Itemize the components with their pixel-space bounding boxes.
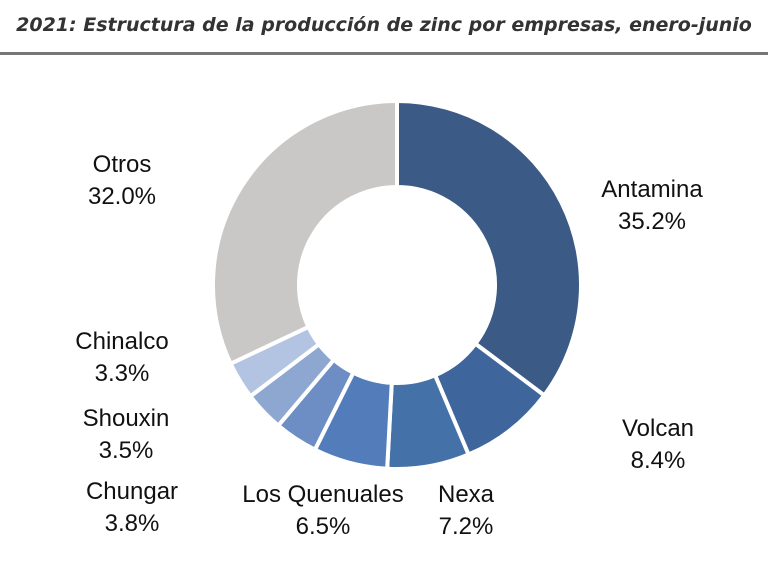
slice-value-label: 3.5%	[99, 437, 154, 464]
slice-name-label: Chinalco	[75, 328, 168, 355]
slice-name-label: Nexa	[438, 481, 495, 508]
slice-value-label: 6.5%	[296, 513, 351, 540]
title-divider	[0, 52, 768, 55]
slice-name-label: Chungar	[86, 478, 178, 505]
slice-value-label: 8.4%	[631, 447, 686, 474]
slice-name-label: Antamina	[601, 176, 703, 203]
slice-otros	[211, 99, 399, 366]
slice-name-label: Los Quenuales	[242, 481, 403, 508]
slice-value-label: 7.2%	[439, 513, 494, 540]
slice-value-label: 3.8%	[105, 510, 160, 537]
slice-name-label: Volcan	[622, 415, 694, 442]
chart-title: 2021: Estructura de la producción de zin…	[16, 14, 752, 36]
slice-antamina	[395, 99, 583, 398]
slice-value-label: 3.3%	[95, 360, 150, 387]
slice-name-label: Otros	[93, 151, 152, 178]
slice-value-label: 35.2%	[618, 208, 686, 235]
slice-value-label: 32.0%	[88, 183, 156, 210]
slice-labels: Antamina 35.2% Volcan 8.4% Nexa 7.2% Los Quenu…	[75, 151, 703, 540]
donut-slices	[211, 99, 583, 471]
slice-name-label: Shouxin	[83, 405, 170, 432]
